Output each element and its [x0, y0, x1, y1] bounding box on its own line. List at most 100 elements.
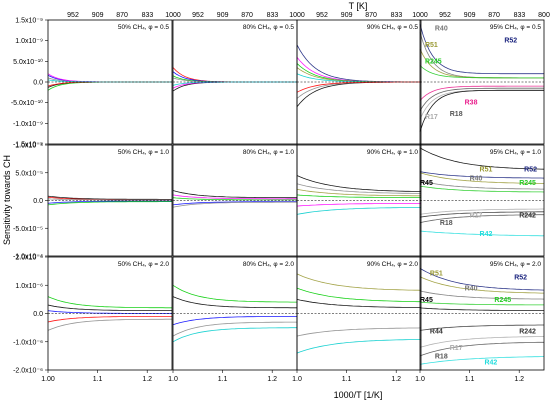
curves-layer — [47, 23, 545, 365]
panel-frame — [419, 19, 545, 145]
reaction-label: R18 — [435, 354, 448, 361]
series-line — [172, 316, 297, 326]
top-tick-label: 952 — [316, 12, 328, 19]
y-tick-label: -1.0x10⁻⁶ — [13, 339, 43, 346]
panel-title: 95% CH₄, φ = 1.0 — [490, 149, 542, 156]
panel-title: 95% CH₄, φ = 0.5 — [490, 24, 542, 31]
series-line — [296, 207, 421, 215]
y-tick-label: 1.0x10⁻⁶ — [15, 283, 43, 290]
series-line — [296, 175, 422, 192]
series-line — [419, 172, 545, 184]
top-tick-label: 870 — [116, 12, 128, 19]
series-line — [296, 194, 421, 198]
series-line — [419, 180, 544, 190]
series-line — [419, 276, 544, 294]
y-tick-label: 1.0x10⁻⁹ — [15, 38, 43, 45]
series-line — [419, 324, 544, 331]
series-line — [296, 56, 421, 83]
panel-title: 50% CH₄, φ = 1.0 — [118, 149, 170, 156]
x-tick-label: 1.2 — [514, 376, 524, 383]
x-tick-label: 1.2 — [391, 376, 401, 383]
reaction-label: R245 — [494, 297, 511, 304]
top-tick-label: 909 — [92, 12, 104, 19]
panel-frame — [419, 144, 545, 257]
reaction-label: R18 — [450, 111, 463, 118]
x-tick-label: 1.1 — [218, 376, 228, 383]
reaction-label: R42 — [484, 359, 497, 366]
series-line — [419, 301, 544, 306]
y-tick-label: 1.5x10⁻⁹ — [15, 18, 43, 25]
top-tick-label: 1000 — [412, 12, 428, 19]
series-line — [296, 287, 421, 303]
panel-frame — [296, 256, 422, 371]
series-line — [172, 284, 297, 303]
series-line — [296, 67, 421, 83]
y-tick-label: 0.0 — [33, 80, 43, 87]
reaction-label: R40 — [465, 285, 478, 292]
series-line — [296, 273, 422, 291]
y-tick-label: 5.0x10⁻⁵ — [15, 170, 43, 177]
series-line — [419, 267, 545, 291]
reaction-label: R18 — [440, 220, 453, 227]
series-line — [47, 316, 172, 323]
series-line — [172, 201, 297, 208]
x-tick-label: 1.1 — [342, 376, 352, 383]
reaction-label: R45 — [420, 180, 433, 187]
series-line — [172, 197, 297, 201]
y-tick-label: -2.0x10⁻⁶ — [13, 368, 43, 375]
series-line — [172, 296, 297, 309]
series-line — [172, 201, 297, 206]
series-line — [419, 356, 544, 365]
series-line — [419, 87, 544, 112]
panel-title: 90% CH₄, φ = 0.5 — [367, 24, 419, 31]
series-line — [296, 81, 421, 99]
series-line — [419, 336, 544, 348]
top-tick-label: 833 — [142, 12, 154, 19]
reaction-label: R242 — [519, 328, 536, 335]
x-tick-label: 1.2 — [267, 376, 277, 383]
reaction-label: R17 — [450, 345, 463, 352]
series-line — [419, 171, 545, 179]
series-line — [419, 208, 544, 215]
series-line — [296, 339, 422, 354]
panel-title: 80% CH₄, φ = 0.5 — [243, 24, 295, 31]
top-tick-label: 909 — [217, 12, 229, 19]
y-tick-label: -5.0x10⁻⁵ — [13, 226, 43, 233]
series-line — [419, 89, 544, 132]
panel-frame — [296, 144, 422, 257]
y-tick-label: 5.0x10⁻¹⁰ — [13, 58, 43, 66]
reaction-label: R245 — [519, 180, 536, 187]
x-tick-label: 1.00 — [41, 376, 55, 383]
series-line — [419, 23, 544, 75]
series-line — [419, 214, 544, 224]
series-line — [172, 327, 297, 343]
reaction-label: R42 — [480, 231, 493, 238]
x-tick-label: 1.2 — [142, 376, 152, 383]
y-tick-label: -1.0x10⁻⁹ — [13, 121, 43, 128]
y-tick-label: 1.0x10⁻⁴ — [15, 143, 43, 150]
top-tick-label: 952 — [439, 12, 451, 19]
top-tick-label: 1000 — [289, 12, 305, 19]
series-line — [419, 185, 545, 193]
reaction-label: R45 — [420, 297, 433, 304]
reaction-label: R51 — [480, 167, 493, 174]
panel-frame — [419, 256, 545, 371]
panel-frame — [296, 19, 422, 145]
series-line — [419, 89, 544, 120]
series-line — [419, 85, 544, 101]
series-line — [47, 304, 172, 311]
series-line — [296, 183, 421, 194]
panel-title: 50% CH₄, φ = 2.0 — [118, 261, 170, 268]
series-line — [172, 321, 297, 337]
series-line — [419, 211, 544, 218]
reaction-label: R40 — [470, 176, 483, 183]
top-axis-title: T [K] — [349, 1, 368, 11]
panel-title: 90% CH₄, φ = 1.0 — [367, 149, 419, 156]
series-line — [419, 147, 545, 170]
series-line — [47, 198, 172, 201]
reaction-label: R245 — [425, 58, 442, 65]
reaction-label: R17 — [425, 114, 438, 121]
series-line — [172, 194, 297, 200]
x-tick-label: 1.1 — [465, 376, 475, 383]
